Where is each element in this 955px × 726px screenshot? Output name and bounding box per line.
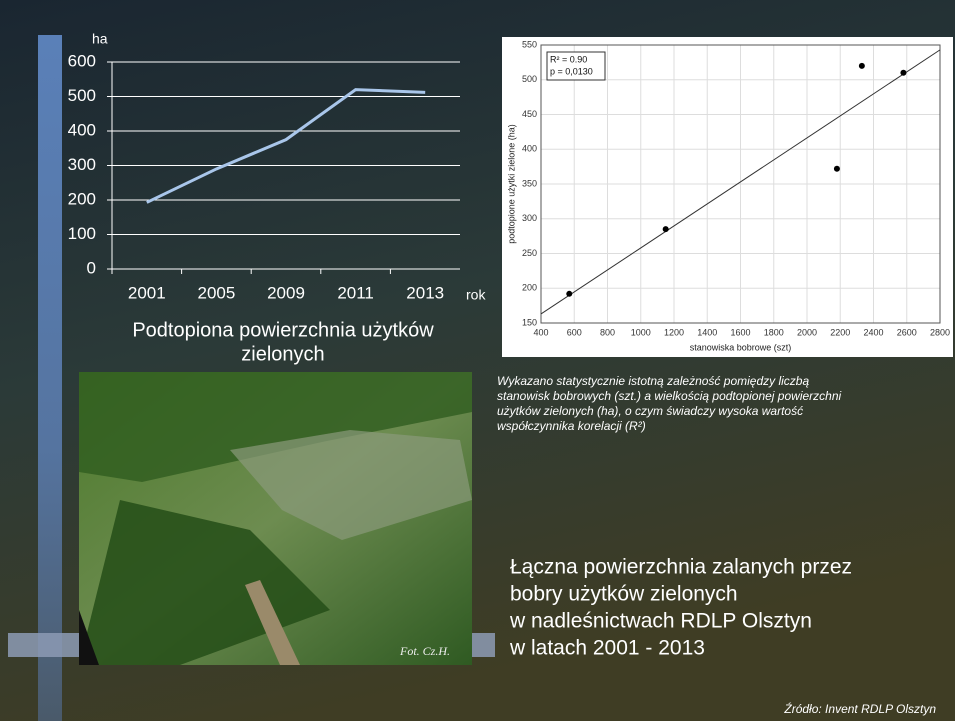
x-tick-label: 2009 bbox=[267, 283, 305, 302]
caption: stanowisk bobrowych (szt.) a wielkością … bbox=[497, 389, 841, 403]
decor-bar bbox=[38, 35, 62, 721]
x-tick-label: 2800 bbox=[930, 327, 950, 337]
x-tick-label: 400 bbox=[533, 327, 548, 337]
annotation-box bbox=[546, 51, 606, 81]
y-tick-label: 550 bbox=[522, 39, 537, 49]
x-tick-label: 600 bbox=[567, 327, 582, 337]
x-tick-label: 2013 bbox=[406, 283, 444, 302]
point bbox=[833, 165, 840, 172]
x-tick-label: 2600 bbox=[897, 327, 917, 337]
scatter-panel bbox=[502, 37, 953, 357]
caption: współczynnika korelacji (R²) bbox=[497, 419, 646, 433]
chart-title: zielonych bbox=[241, 343, 324, 365]
x-tick-label: 2200 bbox=[830, 327, 850, 337]
x-tick-label: 2005 bbox=[197, 283, 235, 302]
x-tick-label: 2011 bbox=[337, 283, 374, 302]
point bbox=[900, 69, 907, 76]
plot-frame bbox=[540, 44, 941, 324]
y-tick-label: 300 bbox=[68, 155, 96, 174]
caption: Wykazano statystycznie istotną zależność… bbox=[497, 374, 809, 388]
y-tick-label: 150 bbox=[522, 317, 537, 327]
y-tick-label: 200 bbox=[522, 283, 537, 293]
photo-credit: Fot. Cz.H. bbox=[399, 644, 450, 658]
y-axis-label: podtopione użytki zielone (ha) bbox=[506, 124, 516, 244]
source: Źródło: Invent RDLP Olsztyn bbox=[783, 701, 936, 716]
headline: Łączna powierzchnia zalanych przez bbox=[510, 556, 852, 579]
fit-line bbox=[540, 49, 941, 315]
x-tick-label: 1000 bbox=[631, 327, 651, 337]
point bbox=[858, 62, 865, 69]
x-tick-label: 2001 bbox=[128, 283, 166, 302]
y-tick-label: 100 bbox=[68, 224, 96, 243]
annotation: p = 0,0130 bbox=[550, 66, 593, 76]
point bbox=[566, 290, 573, 297]
y-tick-label: 500 bbox=[522, 74, 537, 84]
y-tick-label: 450 bbox=[522, 109, 537, 119]
y-axis-label: ha bbox=[92, 31, 108, 47]
headline: w latach 2001 - 2013 bbox=[509, 637, 705, 660]
y-tick-label: 400 bbox=[522, 144, 537, 154]
headline: w nadleśnictwach RDLP Olsztyn bbox=[509, 610, 812, 633]
x-tick-label: 800 bbox=[600, 327, 615, 337]
x-tick-label: 2000 bbox=[797, 327, 817, 337]
y-tick-label: 250 bbox=[522, 248, 537, 258]
x-axis-label: rok bbox=[466, 287, 486, 303]
y-tick-label: 400 bbox=[68, 120, 96, 139]
headline: bobry użytków zielonych bbox=[510, 583, 738, 606]
y-tick-label: 300 bbox=[522, 213, 537, 223]
y-tick-label: 600 bbox=[68, 51, 96, 70]
line-series bbox=[146, 88, 426, 204]
y-tick-label: 0 bbox=[87, 258, 96, 277]
point bbox=[662, 226, 669, 233]
chart-title: Podtopiona powierzchnia użytków bbox=[132, 319, 434, 341]
annotation: R² = 0.90 bbox=[550, 54, 587, 64]
x-tick-label: 2400 bbox=[863, 327, 883, 337]
y-tick-label: 500 bbox=[68, 86, 96, 105]
x-tick-label: 1200 bbox=[664, 327, 684, 337]
x-axis-label: stanowiska bobrowe (szt) bbox=[690, 342, 792, 352]
y-tick-label: 350 bbox=[522, 178, 537, 188]
x-tick-label: 1400 bbox=[697, 327, 717, 337]
photo bbox=[79, 372, 472, 665]
caption: użytków zielonych (ha), o czym świadczy … bbox=[497, 404, 803, 418]
x-tick-label: 1600 bbox=[730, 327, 750, 337]
y-tick-label: 200 bbox=[68, 189, 96, 208]
x-tick-label: 1800 bbox=[764, 327, 784, 337]
